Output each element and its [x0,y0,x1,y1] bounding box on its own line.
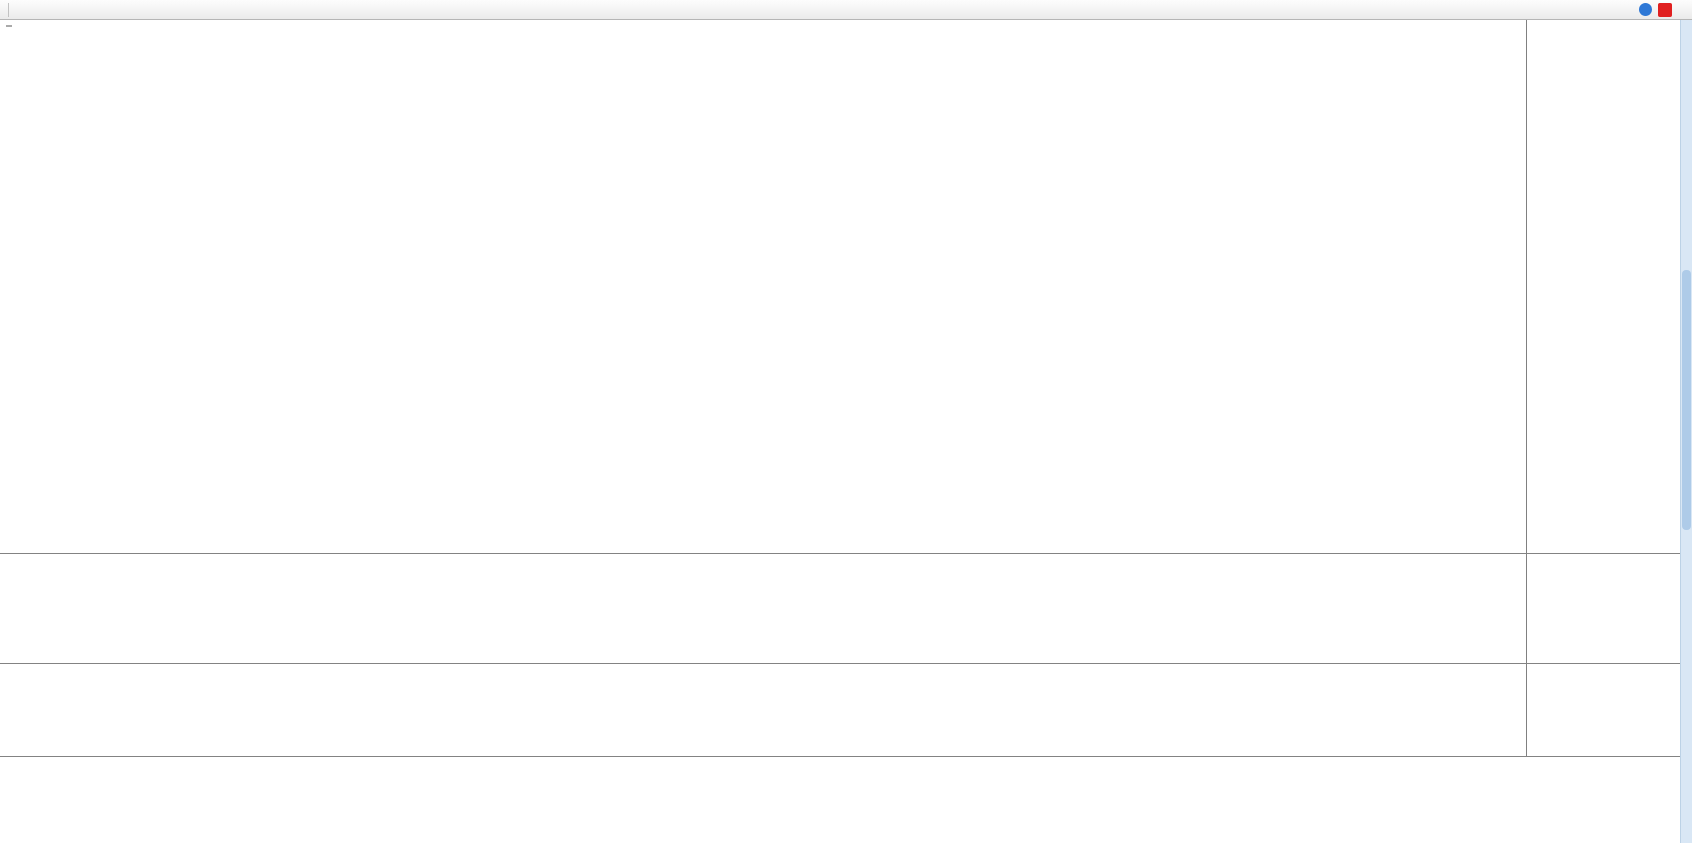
symbol-label [6,25,24,27]
panel-separator[interactable] [0,756,1680,757]
toolbar-separator [8,2,9,17]
chart-menu-icon[interactable] [6,25,12,27]
connection-icon[interactable] [1639,3,1652,16]
notification-badge[interactable] [1658,2,1672,17]
toolbar-right [1639,2,1688,17]
panel-separator[interactable] [0,553,1680,554]
scrollbar-thumb[interactable] [1682,270,1691,530]
toolbar [0,0,1692,20]
scrollbar[interactable] [1680,20,1692,843]
price-axis[interactable] [1526,20,1680,780]
time-axis[interactable] [0,756,1680,782]
panel-separator[interactable] [0,663,1680,664]
